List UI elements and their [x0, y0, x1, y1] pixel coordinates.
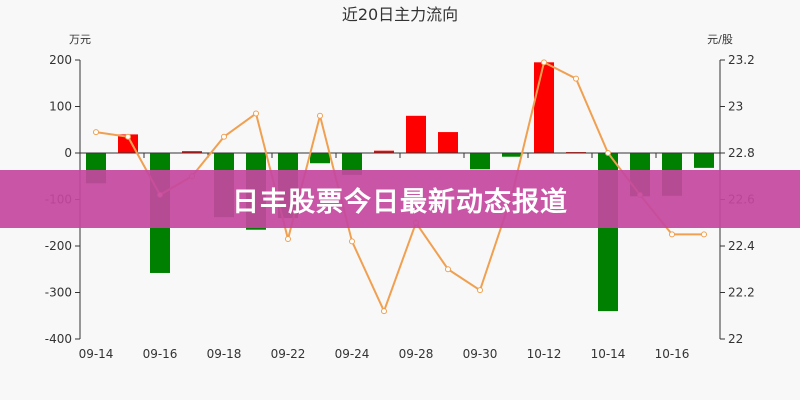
x-tick-label: 10-16 [655, 347, 690, 361]
price-point [93, 129, 99, 136]
bar [182, 151, 202, 153]
price-point [541, 59, 547, 66]
x-tick-label: 09-14 [79, 347, 114, 361]
right-tick-label: 22.8 [728, 146, 755, 160]
price-point [317, 112, 323, 119]
right-tick-label: 23 [728, 100, 743, 114]
left-axis-unit: 万元 [69, 33, 91, 46]
price-point [285, 236, 291, 243]
bar [342, 153, 362, 175]
left-tick-label: 200 [49, 53, 72, 67]
x-tick-label: 09-16 [143, 347, 178, 361]
price-point [125, 133, 131, 140]
x-tick-label: 09-24 [335, 347, 370, 361]
x-tick-label: 09-28 [399, 347, 434, 361]
price-point [253, 110, 259, 117]
price-point [573, 75, 579, 82]
right-tick-label: 22.2 [728, 286, 755, 300]
bar [310, 153, 330, 164]
price-point [477, 287, 483, 294]
price-point [445, 266, 451, 273]
right-tick-label: 22 [728, 332, 743, 346]
bar [118, 134, 138, 153]
x-tick-label: 09-22 [271, 347, 306, 361]
price-point [701, 231, 707, 238]
bar [470, 153, 490, 170]
bar [438, 132, 458, 153]
price-line [95, 60, 704, 314]
left-tick-label: -200 [45, 239, 72, 253]
bar [694, 153, 714, 168]
x-tick-label: 10-12 [527, 347, 562, 361]
right-axis-unit: 元/股 [707, 33, 733, 46]
price-point [605, 150, 611, 156]
right-tick-label: 22.4 [728, 239, 755, 253]
x-tick-label: 10-14 [591, 347, 626, 361]
left-tick-label: -400 [45, 332, 72, 346]
chart-title: 近20日主力流向 [342, 5, 458, 24]
bar [406, 115, 426, 153]
x-tick-label: 09-18 [207, 347, 242, 361]
left-tick-label: 100 [49, 100, 72, 114]
price-point [669, 231, 675, 238]
right-tick-label: 23.2 [728, 53, 755, 67]
bar [374, 150, 394, 153]
price-point [221, 133, 227, 140]
headline-text: 日丰股票今日最新动态报道 [232, 186, 568, 218]
bar [534, 62, 554, 154]
price-point [381, 308, 387, 315]
left-tick-label: -300 [45, 286, 72, 300]
x-tick-label: 09-30 [463, 347, 498, 361]
left-tick-label: 0 [64, 146, 72, 160]
bar [502, 153, 522, 157]
price-point [349, 238, 355, 245]
headline-banner: 日丰股票今日最新动态报道 [0, 170, 800, 228]
